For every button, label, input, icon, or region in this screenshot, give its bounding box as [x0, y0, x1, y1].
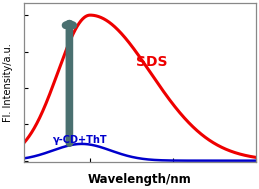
Text: SDS: SDS — [135, 55, 167, 69]
Y-axis label: Fl. Intensity/a.u.: Fl. Intensity/a.u. — [3, 43, 13, 122]
X-axis label: Wavelength/nm: Wavelength/nm — [88, 173, 192, 186]
Text: γ-CD+ThT: γ-CD+ThT — [53, 135, 107, 145]
